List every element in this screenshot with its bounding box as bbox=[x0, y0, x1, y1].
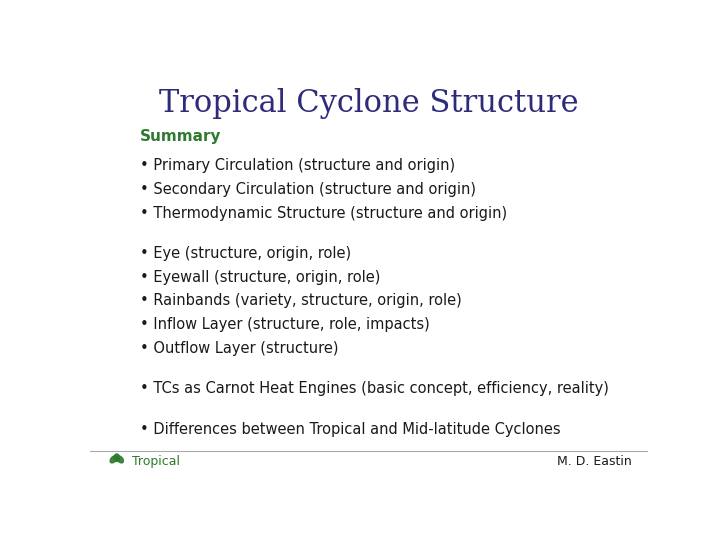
Text: • Eyewall (structure, origin, role): • Eyewall (structure, origin, role) bbox=[140, 270, 381, 285]
Text: Summary: Summary bbox=[140, 129, 222, 144]
Ellipse shape bbox=[114, 454, 120, 462]
Text: • Eye (structure, origin, role): • Eye (structure, origin, role) bbox=[140, 246, 351, 261]
Text: • Thermodynamic Structure (structure and origin): • Thermodynamic Structure (structure and… bbox=[140, 206, 508, 221]
Text: • TCs as Carnot Heat Engines (basic concept, efficiency, reality): • TCs as Carnot Heat Engines (basic conc… bbox=[140, 381, 609, 396]
Text: • Differences between Tropical and Mid-latitude Cyclones: • Differences between Tropical and Mid-l… bbox=[140, 422, 561, 436]
Text: • Rainbands (variety, structure, origin, role): • Rainbands (variety, structure, origin,… bbox=[140, 294, 462, 308]
Text: Tropical: Tropical bbox=[132, 455, 180, 468]
Ellipse shape bbox=[110, 456, 117, 463]
Text: • Secondary Circulation (structure and origin): • Secondary Circulation (structure and o… bbox=[140, 182, 476, 197]
Text: Tropical Cyclone Structure: Tropical Cyclone Structure bbox=[159, 87, 579, 119]
Text: • Inflow Layer (structure, role, impacts): • Inflow Layer (structure, role, impacts… bbox=[140, 317, 430, 332]
Text: • Outflow Layer (structure): • Outflow Layer (structure) bbox=[140, 341, 338, 356]
Ellipse shape bbox=[117, 456, 123, 463]
Text: • Primary Circulation (structure and origin): • Primary Circulation (structure and ori… bbox=[140, 158, 455, 173]
Text: M. D. Eastin: M. D. Eastin bbox=[557, 455, 631, 468]
